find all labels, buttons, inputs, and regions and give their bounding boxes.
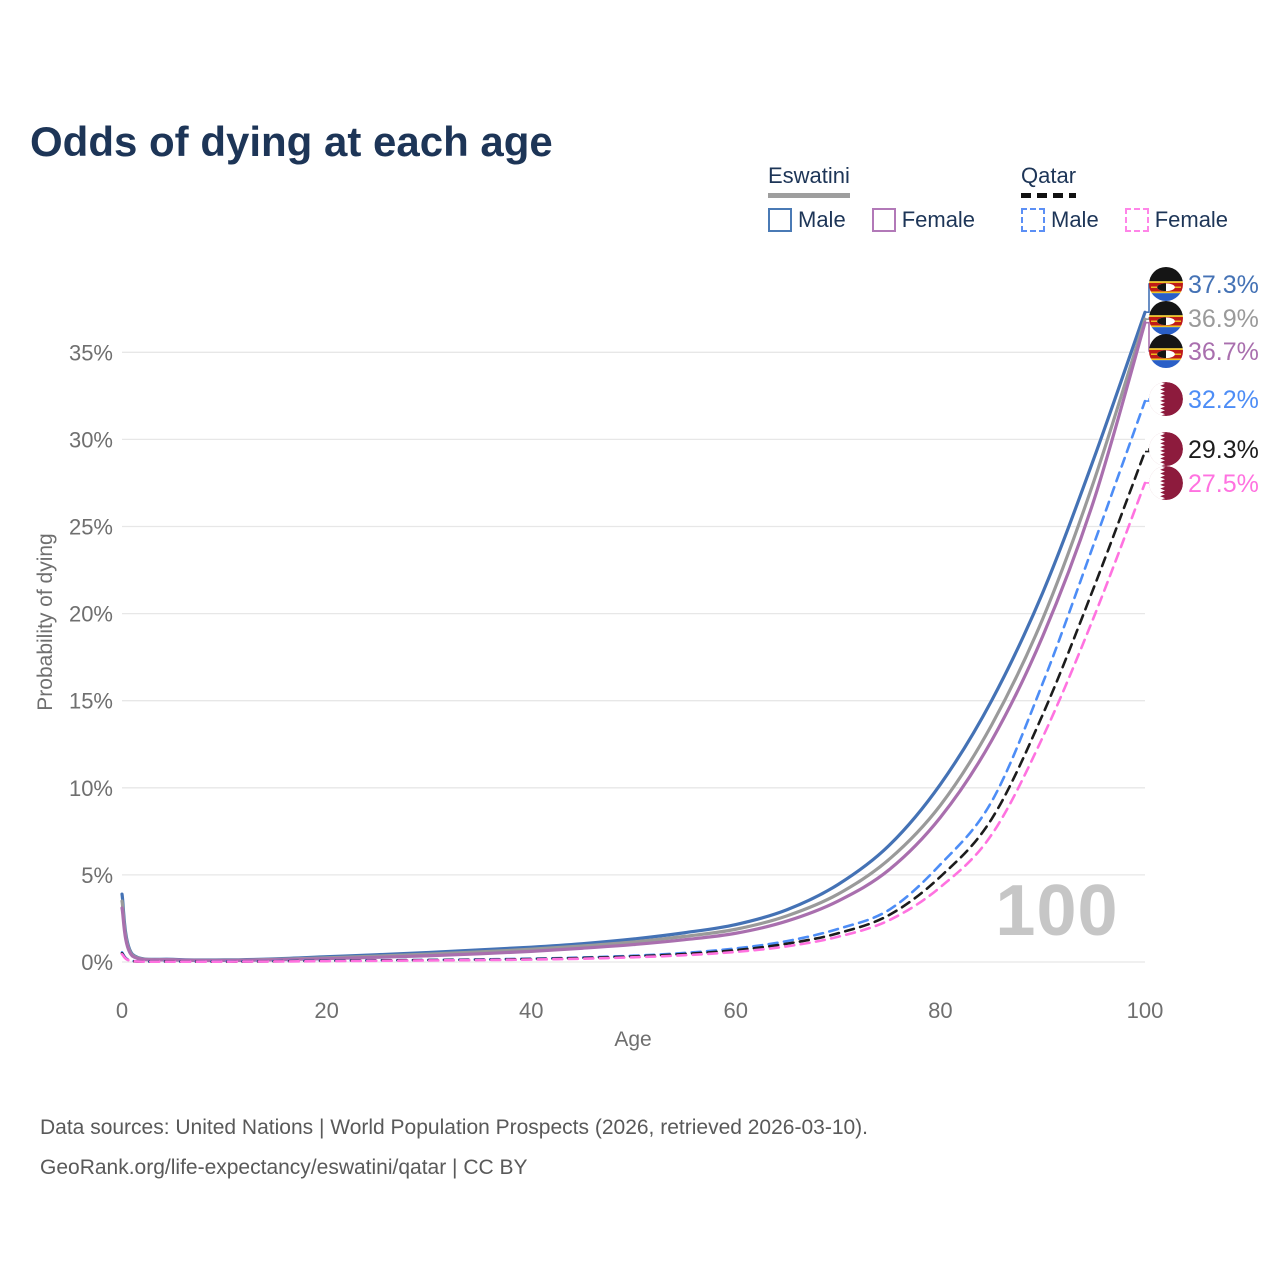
legend-group-eswatini: Eswatini Male Female	[768, 163, 975, 233]
series-line-qatar-male	[120, 399, 1147, 963]
eswatini-solid-line-sample	[768, 193, 850, 198]
flag-band-black	[1149, 267, 1183, 282]
end-label-value: 36.9%	[1188, 305, 1259, 333]
flag-serrated-white	[1149, 432, 1165, 466]
legend-label: Female	[901, 207, 976, 232]
legend-item-eswatini-female[interactable]: Female	[871, 207, 976, 233]
x-tick-label: 20	[314, 998, 338, 1023]
flag-band-yellow	[1149, 291, 1183, 294]
flag-shield-dark-half	[1157, 350, 1166, 359]
flag-icon-eswatini	[1149, 301, 1183, 335]
footer-source-line: Data sources: United Nations | World Pop…	[40, 1116, 869, 1139]
end-label-eswatini-female: 36.7%	[1149, 334, 1259, 368]
legend-country-qatar[interactable]: Qatar	[1021, 163, 1077, 198]
eswatini-male-checkbox[interactable]	[768, 208, 792, 232]
flag-band-black	[1149, 301, 1183, 316]
x-tick-label: 0	[116, 998, 128, 1023]
flag-band-yellow	[1149, 348, 1183, 350]
watermark-age-counter: 100	[995, 871, 1119, 951]
flag-shield-dark-half	[1157, 317, 1166, 326]
legend-group-qatar: Qatar Male Female	[1021, 163, 1228, 233]
flag-band-yellow	[1149, 281, 1183, 283]
x-axis-label: Age	[614, 1028, 652, 1051]
end-label-value: 32.2%	[1188, 386, 1259, 414]
y-tick-label: 15%	[69, 689, 113, 714]
x-tick-label: 60	[724, 998, 748, 1023]
footer: Data sources: United Nations | World Pop…	[40, 1108, 868, 1188]
legend-label: Male	[1051, 207, 1099, 232]
x-tick-label: 40	[519, 998, 543, 1023]
end-label-value: 29.3%	[1188, 436, 1259, 464]
eswatini-female-checkbox[interactable]	[871, 208, 896, 232]
legend-item-qatar-male[interactable]: Male	[1021, 207, 1099, 233]
flag-band-blue	[1149, 327, 1183, 335]
qatar-female-checkbox[interactable]	[1124, 208, 1149, 232]
flag-shield-dark-half	[1157, 283, 1166, 292]
x-tick-label: 80	[928, 998, 952, 1023]
series-line-eswatini-both	[120, 317, 1147, 962]
flag-icon-qatar	[1149, 466, 1183, 500]
series-line-qatar-both	[120, 450, 1147, 963]
qatar-dashed-line-sample	[1021, 193, 1077, 198]
end-label-value: 36.7%	[1188, 338, 1259, 366]
y-tick-label: 20%	[69, 602, 113, 627]
end-label-eswatini-both: 36.9%	[1149, 301, 1259, 335]
end-label-qatar-both: 29.3%	[1149, 432, 1259, 466]
legend-country-label: Eswatini	[768, 163, 850, 188]
legend-item-eswatini-male[interactable]: Male	[768, 207, 846, 233]
y-tick-label: 0%	[81, 950, 113, 975]
flag-icon-eswatini	[1149, 334, 1183, 368]
y-tick-label: 30%	[69, 427, 113, 452]
flag-icon-qatar	[1149, 432, 1183, 466]
y-tick-label: 10%	[69, 776, 113, 801]
end-label-value: 37.3%	[1188, 271, 1259, 299]
end-label-qatar-female: 27.5%	[1149, 466, 1259, 500]
flag-band-blue	[1149, 360, 1183, 368]
flag-band-yellow	[1149, 358, 1183, 361]
flag-serrated-white	[1149, 466, 1165, 500]
flag-icon-qatar	[1149, 382, 1183, 416]
footer-license-line: GeoRank.org/life-expectancy/eswatini/qat…	[40, 1156, 528, 1179]
end-label-qatar-male: 32.2%	[1149, 382, 1259, 416]
legend-item-qatar-female[interactable]: Female	[1124, 207, 1229, 233]
series-line-eswatini-female	[120, 321, 1147, 963]
flag-band-blue	[1149, 293, 1183, 301]
series-line-eswatini-male	[120, 310, 1147, 962]
y-axis-label: Probability of dying	[34, 533, 57, 711]
legend-country-eswatini[interactable]: Eswatini	[768, 163, 850, 198]
legend-label: Male	[798, 207, 846, 232]
qatar-male-checkbox[interactable]	[1021, 208, 1045, 232]
y-tick-label: 35%	[69, 340, 113, 365]
legend-label: Female	[1154, 207, 1229, 232]
y-tick-label: 5%	[81, 863, 113, 888]
flag-icon-eswatini	[1149, 267, 1183, 301]
end-label-eswatini-male: 37.3%	[1149, 267, 1259, 301]
flag-band-yellow	[1149, 325, 1183, 328]
flag-band-black	[1149, 334, 1183, 349]
flag-band-yellow	[1149, 315, 1183, 317]
chart-title: Odds of dying at each age	[30, 118, 553, 166]
series-line-qatar-female	[120, 481, 1147, 963]
flag-serrated-white	[1149, 382, 1165, 416]
end-label-value: 27.5%	[1188, 470, 1259, 498]
legend-country-label: Qatar	[1021, 163, 1077, 188]
x-tick-label: 100	[1127, 998, 1164, 1023]
y-tick-label: 25%	[69, 515, 113, 540]
